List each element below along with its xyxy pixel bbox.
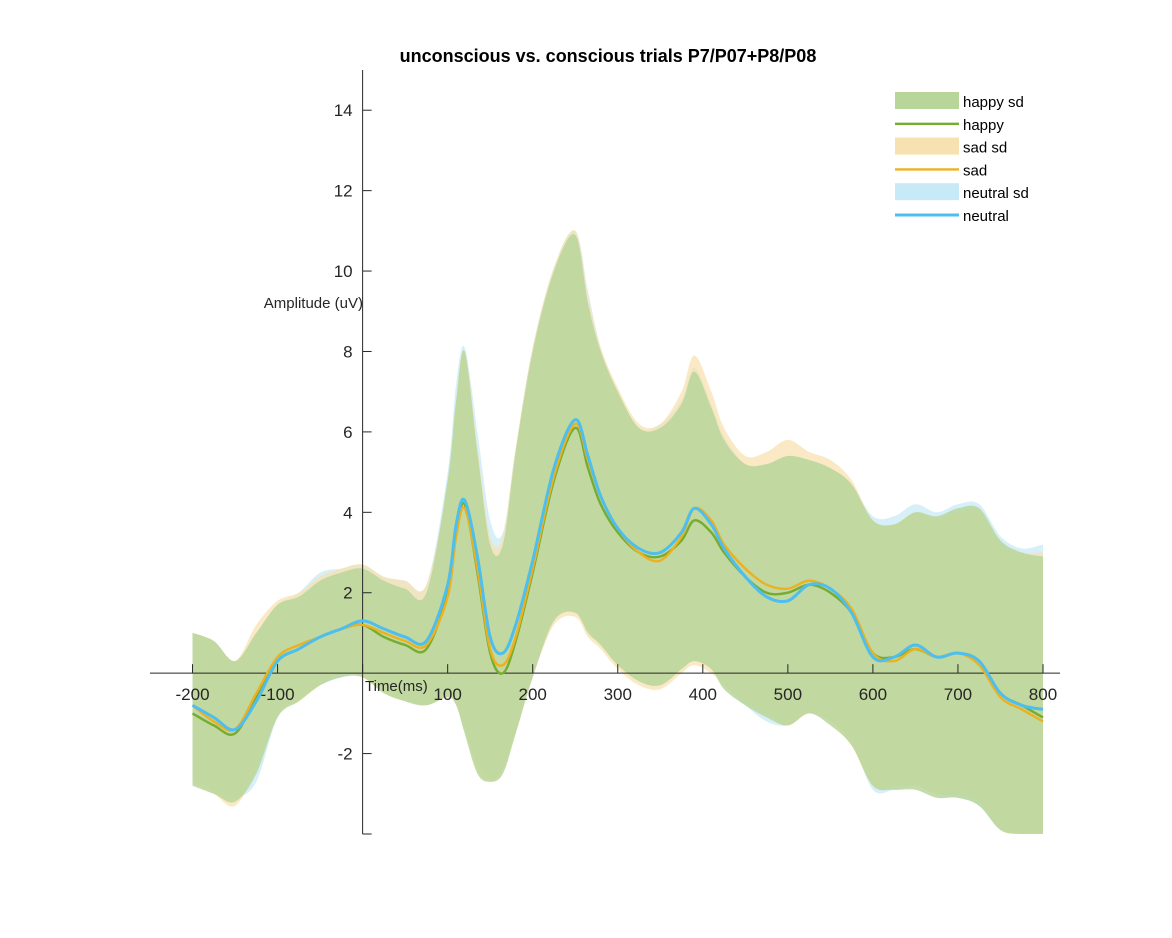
- legend-label: happy: [963, 117, 1004, 134]
- y-tick-label: 2: [343, 584, 352, 603]
- happy-sd-swatch: [895, 92, 959, 109]
- y-tick-label: 12: [334, 182, 353, 201]
- x-axis-label: Time(ms): [365, 678, 428, 695]
- legend-label: neutral: [963, 208, 1009, 225]
- legend-label: neutral sd: [963, 185, 1029, 202]
- legend-label: happy sd: [963, 94, 1024, 111]
- x-tick-label: 600: [859, 685, 887, 704]
- chart-title: unconscious vs. conscious trials P7/P07+…: [400, 46, 817, 66]
- neutral-mean-line: [191, 418, 1044, 732]
- sad-sd-swatch: [895, 137, 959, 155]
- mean-lines: [191, 418, 1044, 736]
- neutral-sd-swatch: [895, 183, 959, 201]
- x-tick-label: 200: [519, 685, 547, 704]
- x-tick-label: 800: [1029, 685, 1057, 704]
- y-tick-label: 10: [334, 262, 353, 281]
- x-tick-label: -100: [261, 685, 295, 704]
- legend-label: sad: [963, 162, 987, 179]
- y-tick-label: 4: [343, 503, 352, 522]
- x-tick-label: 300: [604, 685, 632, 704]
- x-tick-label: 700: [944, 685, 972, 704]
- y-tick-label: -2: [337, 745, 352, 764]
- y-tick-label: 6: [343, 423, 352, 442]
- legend: happy sd happy sad sd sad neutral sd neutral: [895, 92, 1029, 225]
- x-tick-label: 500: [774, 685, 802, 704]
- legend-label: sad sd: [963, 140, 1007, 157]
- y-axis-label: Amplitude (uV): [264, 295, 363, 312]
- y-tick-label: 8: [343, 342, 352, 361]
- x-tick-label: -200: [176, 685, 210, 704]
- x-tick-label: 400: [689, 685, 717, 704]
- x-tick-label: 100: [433, 685, 461, 704]
- axes: -200 -100 100 200 300 400 500 600 700 800 -2 2 4 6 8 10…: [150, 70, 1060, 835]
- y-tick-label: 14: [334, 101, 353, 120]
